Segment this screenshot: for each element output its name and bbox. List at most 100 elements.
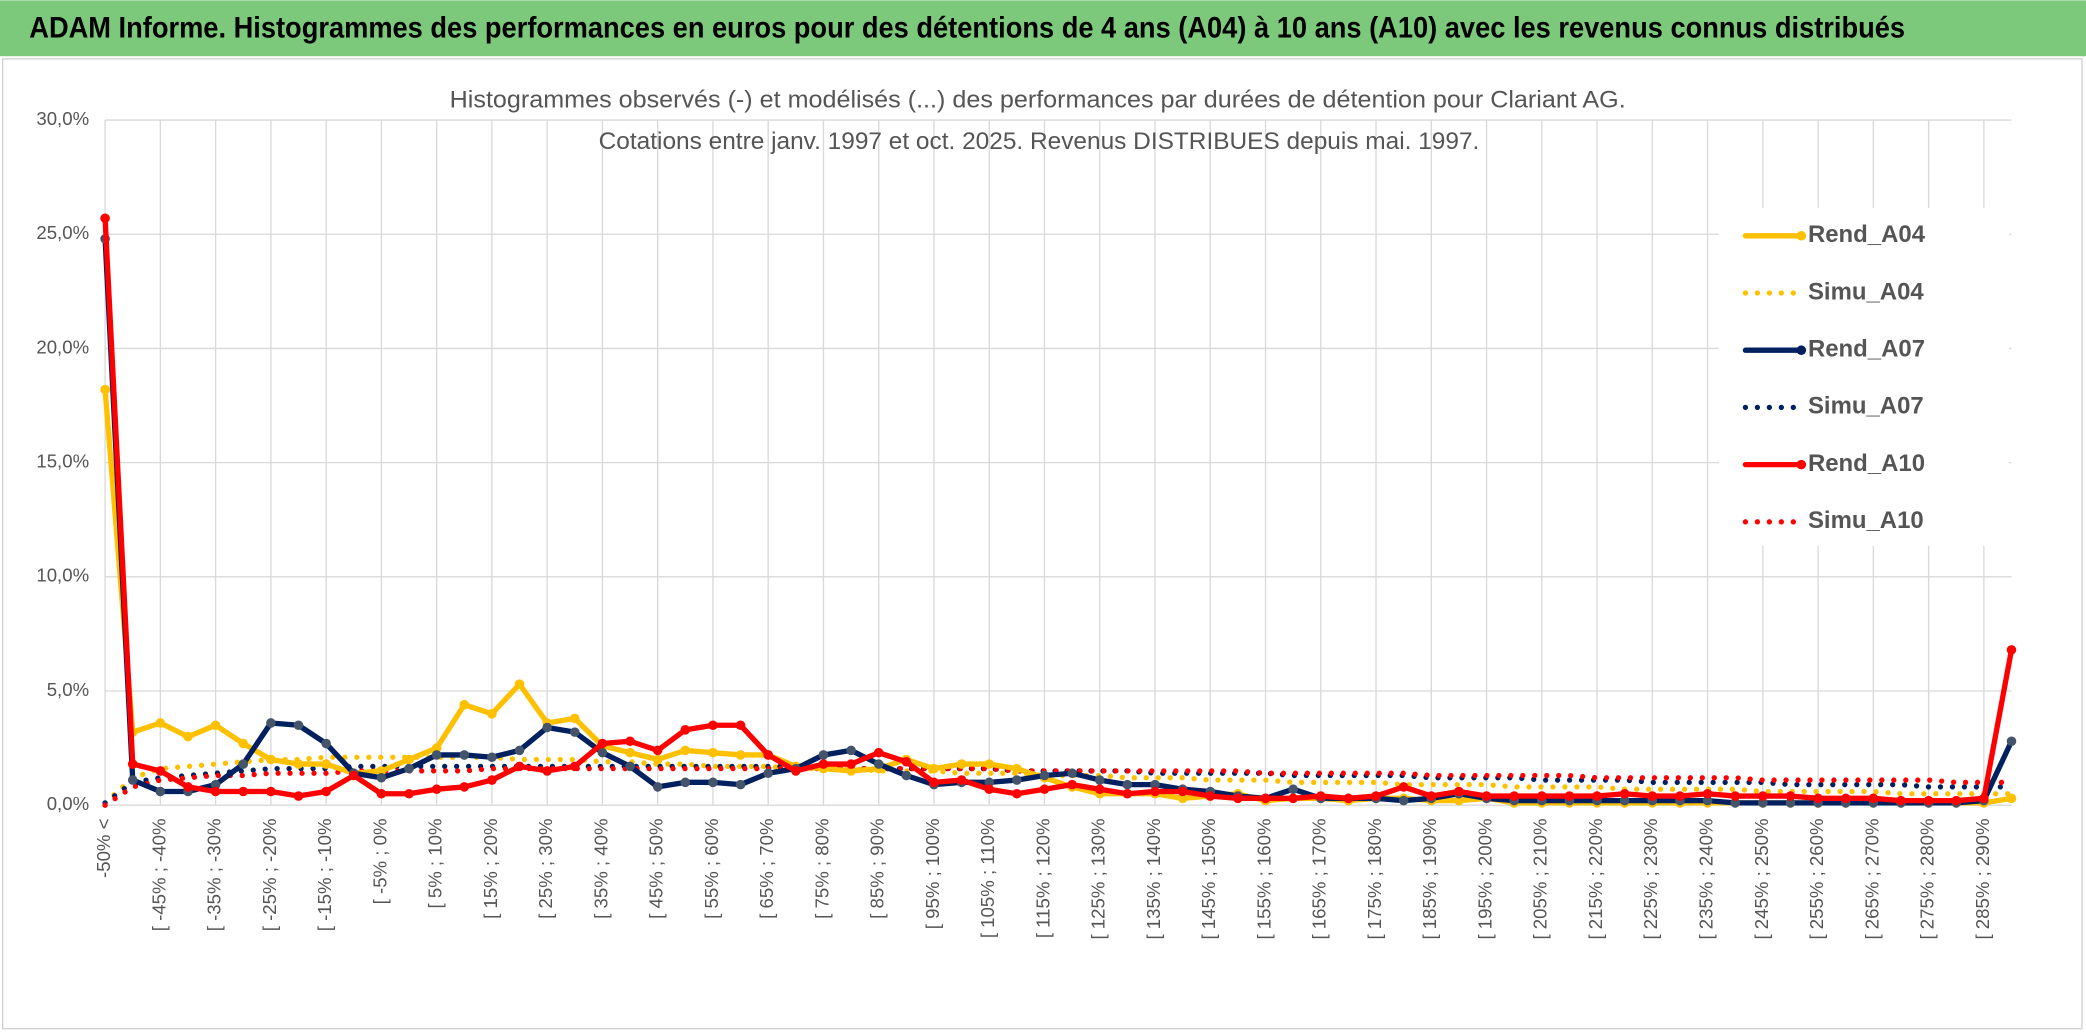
series-marker	[1896, 795, 1906, 806]
series-marker	[763, 750, 773, 760]
header-bar	[0, 0, 2086, 57]
series-marker	[155, 766, 166, 776]
series-marker	[348, 770, 359, 781]
series-marker	[1343, 793, 1354, 804]
x-tick-label: [ -5% ; 0%	[369, 818, 390, 904]
x-tick-label: [ 215% ; 220%	[1585, 818, 1606, 939]
series-marker	[183, 731, 193, 742]
series-marker	[210, 786, 221, 797]
series-marker	[459, 750, 470, 760]
legend-label: Rend_A07	[1808, 336, 1925, 363]
series-marker	[487, 709, 497, 719]
series-marker	[487, 775, 497, 785]
x-tick-label: [ -45% ; -40%	[148, 818, 169, 931]
series-marker	[652, 745, 663, 756]
chart-frame	[1, 58, 2083, 1030]
x-tick-label: [ 135% ; 140%	[1143, 818, 1164, 939]
series-marker	[956, 759, 967, 769]
series-marker	[127, 759, 138, 769]
series-marker	[1758, 791, 1768, 801]
series-marker	[1039, 784, 1050, 794]
series-marker	[597, 747, 608, 758]
series-marker	[1122, 779, 1133, 790]
series-marker	[127, 775, 138, 785]
x-tick-label: [ 5% ; 10%	[425, 818, 446, 908]
series-marker	[570, 761, 580, 772]
series-marker	[1012, 788, 1022, 799]
series-marker	[321, 786, 331, 797]
series-marker	[1260, 793, 1271, 804]
series-marker	[293, 791, 304, 801]
series-marker	[1730, 791, 1740, 801]
series-marker	[404, 754, 414, 765]
series-marker	[1067, 779, 1077, 790]
series-marker	[1979, 793, 1989, 804]
series-marker	[1371, 791, 1381, 801]
y-tick-label: 10,0%	[36, 565, 89, 586]
series-marker	[708, 720, 718, 731]
legend-label: Rend_A10	[1808, 450, 1925, 477]
x-tick-label: [ 185% ; 190%	[1419, 818, 1440, 939]
series-marker	[708, 747, 718, 758]
series-marker	[376, 788, 387, 799]
legend-label: Simu_A04	[1808, 278, 1924, 305]
y-tick-label: 25,0%	[36, 222, 89, 243]
series-marker	[1675, 791, 1685, 801]
legend-label: Rend_A04	[1808, 221, 1926, 248]
series-marker	[514, 679, 525, 689]
series-marker	[625, 736, 635, 747]
series-marker	[376, 772, 387, 783]
series-marker	[1702, 795, 1713, 806]
series-marker	[818, 750, 829, 760]
series-marker	[680, 725, 691, 735]
series-marker	[735, 750, 746, 760]
series-marker	[818, 759, 829, 769]
series-marker	[625, 747, 635, 758]
header-title: ADAM Informe. Histogrammes des performan…	[29, 12, 1905, 44]
series-marker	[183, 782, 193, 792]
legend-marker	[1796, 459, 1807, 470]
legend-box	[1718, 207, 2009, 546]
x-tick-label: -50% <	[93, 818, 114, 877]
series-line	[102, 236, 2015, 806]
series-marker	[1481, 791, 1492, 801]
series-marker	[1094, 775, 1105, 785]
series-marker	[1288, 784, 1298, 794]
x-tick-label: [ 165% ; 170%	[1309, 818, 1330, 939]
series-marker	[846, 766, 856, 776]
series-marker	[1233, 793, 1243, 804]
series-marker	[266, 754, 276, 765]
series-marker	[1868, 793, 1879, 804]
series-marker	[791, 766, 801, 776]
series-marker	[1592, 791, 1602, 801]
series-marker	[1039, 770, 1050, 781]
series-marker	[1454, 795, 1464, 806]
series-marker	[1537, 791, 1547, 801]
series-marker	[459, 782, 470, 792]
series-marker	[431, 784, 442, 794]
series-marker	[210, 720, 221, 731]
series-marker	[680, 777, 691, 788]
legend-label: Simu_A10	[1808, 507, 1924, 534]
series-marker	[873, 747, 884, 758]
series-marker	[514, 745, 525, 756]
series-marker	[266, 786, 276, 797]
legend-label: Simu_A07	[1808, 393, 1924, 420]
series-marker	[680, 745, 691, 756]
series-marker	[1564, 791, 1575, 801]
chart-subtitle: Cotations entre janv. 1997 et oct. 2025.…	[599, 128, 1480, 155]
series-marker	[570, 713, 580, 724]
series-marker	[873, 759, 884, 769]
x-tick-label: [ 205% ; 210%	[1530, 818, 1551, 939]
series-marker	[1177, 786, 1188, 797]
x-tick-label: [ 245% ; 250%	[1751, 818, 1772, 939]
series-marker	[1122, 788, 1133, 799]
x-tick-label: [ 195% ; 200%	[1474, 818, 1495, 939]
series-marker	[846, 759, 856, 769]
series-marker	[1785, 791, 1796, 801]
series-marker	[1398, 782, 1409, 792]
series-marker	[1177, 793, 1188, 804]
series-marker	[1923, 795, 1934, 806]
series-marker	[984, 759, 995, 769]
